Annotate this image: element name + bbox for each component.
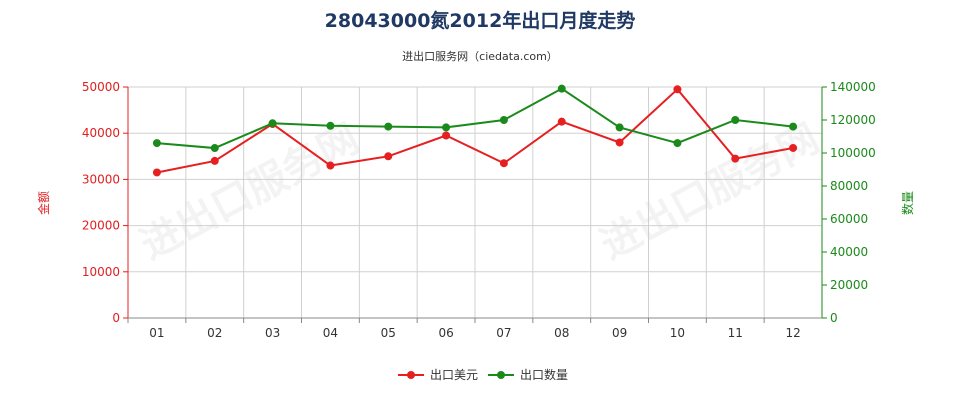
data-point [615, 138, 624, 147]
y-left-tick-label: 50000 [82, 80, 120, 94]
y-right-tick-label: 120000 [830, 113, 876, 127]
y-right-tick-label: 140000 [830, 80, 876, 94]
y-left-tick-label: 40000 [82, 126, 120, 140]
y-right-tick-label: 100000 [830, 146, 876, 160]
y-right-tick-label: 60000 [830, 212, 868, 226]
data-point [789, 143, 798, 152]
data-point [210, 144, 219, 153]
y-left-tick-label: 20000 [82, 219, 120, 233]
y-left-tick-label: 10000 [82, 265, 120, 279]
x-tick-label: 05 [381, 326, 396, 340]
data-point [210, 156, 219, 165]
legend-marker [497, 371, 505, 379]
data-point [499, 159, 508, 168]
data-point [268, 119, 277, 128]
x-tick-label: 12 [785, 326, 800, 340]
x-tick-label: 09 [612, 326, 627, 340]
y-right-tick-label: 80000 [830, 179, 868, 193]
x-tick-label: 03 [265, 326, 280, 340]
data-point [731, 116, 740, 124]
data-point [731, 154, 740, 163]
legend-label: 出口美元 [430, 368, 478, 382]
y-axis-right-title: 数量 [900, 191, 915, 215]
data-point [326, 121, 335, 130]
y-left-tick-label: 0 [112, 311, 120, 325]
axes: 0 10000 20000 30000 40000 50000 0 20000 40000 600… [82, 80, 876, 340]
data-point [557, 117, 566, 126]
y-right-tick-label: 40000 [830, 245, 868, 259]
y-right-tick-label: 0 [830, 311, 838, 325]
data-point [615, 123, 624, 132]
series-line [156, 87, 794, 174]
data-point [673, 139, 682, 148]
x-tick-label: 10 [670, 326, 685, 340]
x-tick-label: 01 [149, 326, 164, 340]
data-point [557, 84, 566, 93]
data-point [789, 122, 798, 131]
legend-label: 出口数量 [520, 367, 568, 382]
series-line [156, 87, 794, 150]
x-tick-label: 04 [323, 326, 338, 340]
data-point [384, 122, 393, 131]
data-point [673, 85, 682, 94]
data-point [442, 131, 451, 140]
x-tick-label: 06 [438, 326, 453, 340]
x-tick-label: 11 [728, 326, 743, 340]
watermark-text: 进出口服务网 [593, 116, 827, 269]
legend[interactable]: 出口美元 出口数量 [398, 367, 568, 382]
x-tick-label: 08 [554, 326, 569, 340]
legend-marker [407, 371, 415, 379]
data-point [152, 139, 161, 148]
series-group [152, 84, 798, 177]
x-tick-label: 02 [207, 326, 222, 340]
chart-subtitle: 进出口服务网（ciedata.com） [402, 49, 558, 63]
x-tick-label: 07 [496, 326, 511, 340]
data-point [152, 168, 161, 177]
y-left-tick-label: 30000 [82, 172, 120, 186]
y-right-tick-label: 20000 [830, 278, 868, 292]
data-point [499, 116, 508, 124]
data-point [384, 152, 393, 161]
data-point [442, 123, 451, 132]
y-axis-left-title: 金额 [36, 191, 51, 215]
chart-title: 28043000氮2012年出口月度走势 [325, 9, 636, 32]
data-point [326, 161, 335, 170]
